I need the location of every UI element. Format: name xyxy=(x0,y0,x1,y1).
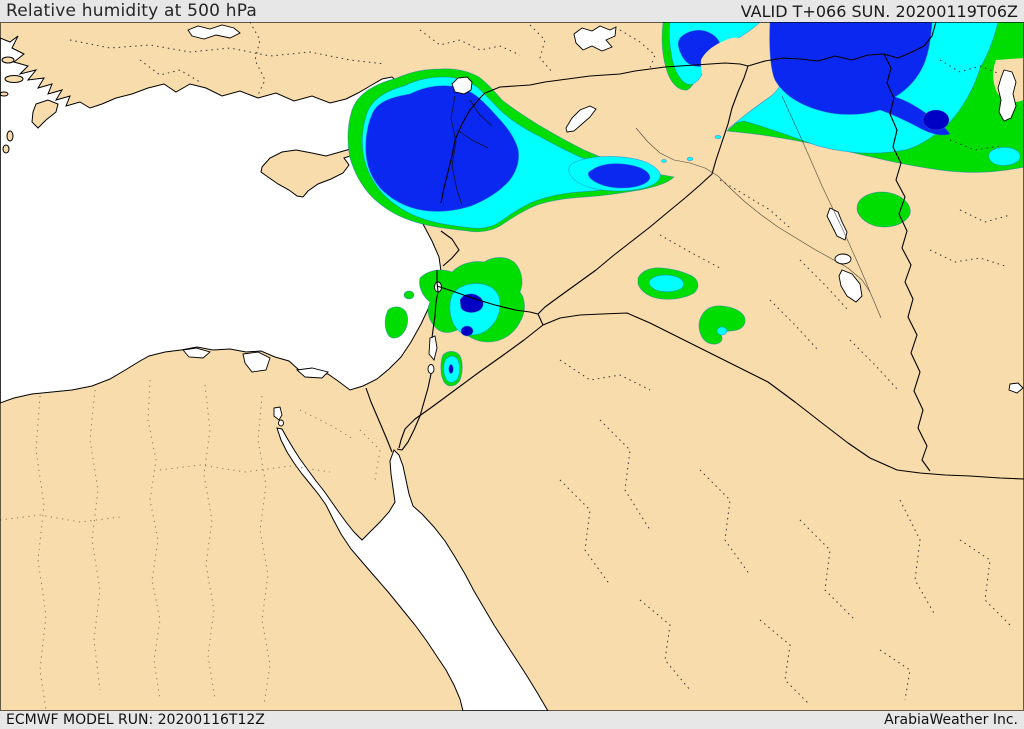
admin-iraq xyxy=(799,259,849,311)
rh-cyan-euphrates-speck xyxy=(686,157,694,161)
admin-iraq xyxy=(849,339,899,391)
border-syria-internal-1 xyxy=(450,95,463,206)
border-turkey-iraq-iran xyxy=(747,22,937,67)
suez-canal-lake xyxy=(273,406,283,421)
lake-urmia xyxy=(997,69,1017,122)
tigris-river xyxy=(781,95,871,293)
lagoon-west xyxy=(182,347,211,359)
saudi-lake xyxy=(1008,382,1024,394)
lake-tharthar xyxy=(826,207,848,241)
admin-saudi xyxy=(559,359,651,391)
border-iraq-iran xyxy=(883,53,931,472)
lake-razzaza xyxy=(838,269,863,303)
admin-iran xyxy=(939,59,1001,75)
lagoon-manzala xyxy=(295,367,329,379)
aegean-islet xyxy=(2,144,10,154)
rh-blue-tail xyxy=(587,163,651,189)
rh-blue-west-core xyxy=(365,85,519,212)
rh-darkblue-ring-dash xyxy=(448,364,454,374)
border-iraq-saudi xyxy=(542,312,1024,480)
rh-darkblue-ne-spot xyxy=(922,109,950,131)
attribution-label: ArabiaWeather Inc. xyxy=(884,712,1018,728)
border-syria-internal-2 xyxy=(456,129,489,149)
rh-cyan-east-blob xyxy=(988,146,1021,166)
lagoons-layer xyxy=(182,347,329,379)
admin-borders-layer xyxy=(0,22,1011,711)
admin-iran xyxy=(959,209,1011,223)
lagoon-burullus xyxy=(242,351,271,373)
red-sea xyxy=(276,427,549,711)
admin-saudi xyxy=(879,649,911,701)
admin-saudi xyxy=(899,499,936,616)
border-egypt-israel xyxy=(365,387,393,453)
footer-bar: ECMWF MODEL RUN: 20200116T12Z ArabiaWeat… xyxy=(0,711,1024,729)
map-canvas xyxy=(0,22,1024,711)
model-run-label: ECMWF MODEL RUN: 20200116T12Z xyxy=(6,712,265,728)
lake-keban xyxy=(573,25,617,52)
dry-gap-patch xyxy=(700,37,761,123)
border-jordan-saudi xyxy=(398,324,544,449)
rhodes-island xyxy=(31,99,59,129)
rivers-layer xyxy=(635,95,882,319)
dead-sea-south xyxy=(427,364,435,374)
border-syria-internal-3 xyxy=(469,99,493,127)
admin-egypt xyxy=(257,395,271,706)
border-syria-jordan xyxy=(436,285,539,315)
lake-amik xyxy=(451,76,473,95)
euphrates-river xyxy=(635,127,871,293)
aegean-islet xyxy=(0,91,9,97)
admin-saudi xyxy=(639,599,691,691)
lakes-layer xyxy=(187,24,1024,394)
admin-turkey xyxy=(139,59,201,83)
rh-green-iraq-hook xyxy=(698,305,746,345)
rh-darkblue-jordan-2 xyxy=(460,325,474,337)
rh-darkblue-jordan-1 xyxy=(459,293,484,313)
border-israel-jordan-south xyxy=(396,373,432,451)
aegean-islet xyxy=(6,130,14,142)
header-bar: Relative humidity at 500 hPa VALID T+066… xyxy=(0,0,1024,22)
islands-layer xyxy=(0,56,391,198)
border-turkey-syria xyxy=(440,62,749,204)
rh-green-coastal-blob xyxy=(384,306,409,339)
admin-saudi xyxy=(959,539,1011,626)
rh-blue-ne-main xyxy=(769,22,951,136)
lake-ataturk xyxy=(565,105,597,133)
shatt-al-arab xyxy=(869,291,882,319)
valid-time-label: VALID T+066 SUN. 20200119T06Z xyxy=(740,1,1018,21)
rh-green-east-kidney xyxy=(856,191,911,228)
lake-habbaniyah xyxy=(834,253,852,265)
rh-green-dot xyxy=(403,290,415,300)
lake-egirdir xyxy=(187,24,241,40)
rh-cyan-hook-dot xyxy=(716,326,728,336)
weather-map-svg xyxy=(0,22,1024,711)
rh-cyan-euphrates-speck xyxy=(714,135,722,139)
admin-egypt xyxy=(159,464,331,473)
rh-cyan-euphrates-speck xyxy=(661,159,667,163)
dead-sea xyxy=(428,335,438,361)
admin-turkey xyxy=(619,29,656,69)
border-jordan-river xyxy=(431,270,439,339)
rh-cyan-iraq-kidney xyxy=(648,274,684,293)
border-lebanon xyxy=(440,230,460,267)
admin-iran xyxy=(929,249,1006,267)
bitter-lake xyxy=(278,419,284,427)
border-syria-iraq xyxy=(537,65,749,326)
plot-title: Relative humidity at 500 hPa xyxy=(6,1,258,21)
admin-iraq xyxy=(719,179,791,229)
admin-iraq xyxy=(659,234,721,269)
aegean-islet xyxy=(4,75,24,83)
borders-layer xyxy=(365,22,1024,480)
admin-turkey xyxy=(69,39,386,65)
admin-iraq xyxy=(769,299,819,351)
aegean-islet xyxy=(1,56,15,64)
